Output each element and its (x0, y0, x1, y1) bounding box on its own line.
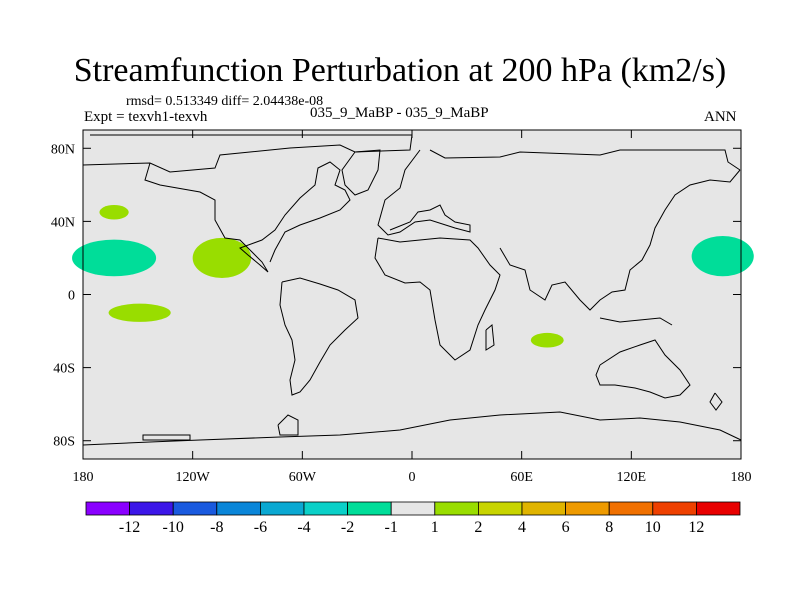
coastline-arctic (82, 134, 413, 173)
coastline-antarctic-peninsula (277, 414, 299, 436)
colorbar-swatch (390, 501, 436, 516)
colorbar-swatch (216, 501, 261, 516)
x-tick-label: 60E (510, 470, 533, 485)
stats-line: rmsd= 0.513349 diff= 2.04438e-08 (126, 94, 324, 109)
colorbar-label: -1 (385, 519, 398, 536)
coastline-arctic-east (429, 149, 741, 171)
experiment-line: Expt = texvh1-texvh (84, 109, 208, 125)
plot-title: Streamfunction Perturbation at 200 hPa (… (73, 52, 727, 89)
colorbar-swatch (477, 501, 523, 516)
x-tick-label: 120E (617, 470, 647, 485)
coastline-greenland (341, 149, 381, 196)
colorbar-label: -4 (297, 519, 310, 536)
coastline-south-america (279, 277, 359, 396)
colorbar-swatch (259, 501, 305, 516)
colorbar-swatch (696, 501, 741, 516)
y-tick-label: 0 (68, 289, 75, 304)
coastline-antarctic-island (142, 434, 191, 441)
colorbar-swatch (172, 501, 218, 516)
colorbar-swatch (434, 501, 479, 516)
season-label: ANN (704, 109, 737, 125)
x-tick-label: 120W (176, 470, 211, 485)
colorbar-label: 10 (645, 519, 661, 536)
anomaly-central-america-positive (192, 237, 252, 279)
coastline-north-america (144, 161, 351, 273)
anomaly-layer (72, 204, 754, 348)
colorbar-swatch (652, 501, 697, 516)
colorbar-swatch (85, 501, 130, 516)
colorbar-label: 4 (518, 519, 526, 536)
y-tick-label: 80S (53, 435, 75, 450)
y-tick-label: 40N (51, 215, 75, 230)
y-tick-label: 80N (51, 142, 75, 157)
anomaly-south-pacific-positive (108, 303, 171, 322)
case-line: 035_9_MaBP - 035_9_MaBP (310, 105, 489, 121)
colorbar-label: -10 (163, 519, 184, 536)
coastline-australia (595, 339, 691, 399)
colorbar-swatch (303, 501, 348, 516)
y-tick-label: 40S (53, 362, 75, 377)
coastline-europe-africa (374, 149, 501, 361)
colorbar-label: 8 (605, 519, 613, 536)
x-tick-label: 0 (409, 470, 416, 485)
colorbar-swatch (565, 501, 610, 516)
colorbar: -12 -10 -8 -6 -4 -2 -1 1 2 4 6 8 10 12 (85, 501, 741, 536)
x-tick-label: 60W (289, 470, 317, 485)
coastline-indonesia (599, 317, 673, 326)
x-tick-label: 180 (73, 470, 94, 485)
coastline-asia (499, 169, 741, 311)
anomaly-west-pacific-negative (691, 236, 754, 277)
x-tick-label: 180 (731, 470, 752, 485)
anomaly-indian-ocean-positive (530, 332, 564, 348)
colorbar-swatch (129, 501, 174, 516)
colorbar-label: 2 (474, 519, 482, 536)
coastlines (82, 134, 742, 446)
map-background (83, 130, 741, 459)
colorbar-label: -2 (341, 519, 354, 536)
anomaly-central-pacific-negative (72, 239, 157, 277)
colorbar-label: 6 (562, 519, 570, 536)
coastline-new-zealand (709, 392, 723, 411)
colorbar-label: 12 (688, 519, 704, 536)
colorbar-swatch (521, 501, 566, 516)
colorbar-label: -12 (119, 519, 140, 536)
colorbar-label: -8 (210, 519, 223, 536)
colorbar-label: -6 (254, 519, 267, 536)
colorbar-label: 1 (431, 519, 439, 536)
colorbar-swatch (608, 501, 654, 516)
coastline-madagascar (485, 324, 495, 351)
axis-ticks: 180 120W 60W 0 60E 120E 180 80N 40N 0 40S 80S (51, 130, 752, 485)
anomaly-north-pacific-small-positive (99, 204, 129, 220)
coastline-antarctica (82, 411, 742, 446)
colorbar-swatch (347, 501, 392, 516)
